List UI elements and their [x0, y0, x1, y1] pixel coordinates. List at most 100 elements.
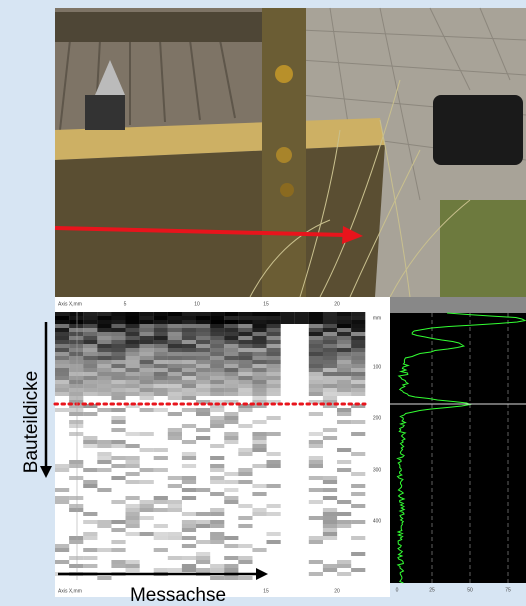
bscan-cell — [309, 368, 323, 372]
bscan-cell — [210, 540, 224, 544]
bscan-cell — [224, 368, 238, 372]
bscan-cell — [126, 312, 140, 316]
bscan-cell — [351, 336, 365, 340]
bscan-cell — [196, 384, 210, 388]
bscan-cell — [97, 328, 111, 332]
bscan-cell — [168, 396, 182, 400]
bscan-cell — [111, 540, 125, 544]
bscan-cell — [323, 428, 337, 432]
bscan-cell — [309, 328, 323, 332]
bscan-cell — [97, 360, 111, 364]
bscan-cell — [140, 432, 154, 436]
bscan-cell — [210, 568, 224, 572]
bscan-cell — [224, 332, 238, 336]
bscan-cell — [224, 472, 238, 476]
bscan-cell — [182, 344, 196, 348]
bscan-cell — [83, 484, 97, 488]
bscan-cell — [309, 344, 323, 348]
bscan-cell — [140, 504, 154, 508]
bscan-cell — [252, 356, 266, 360]
bscan-cell — [224, 488, 238, 492]
bscan-cell — [154, 568, 168, 572]
bscan-cell — [126, 432, 140, 436]
bscan-cell — [337, 384, 351, 388]
bscan-cell — [69, 344, 83, 348]
bscan-cell — [267, 340, 281, 344]
bscan-cell — [182, 524, 196, 528]
bscan-cell — [55, 496, 69, 500]
bscan-cell — [295, 316, 309, 320]
bscan-cell — [295, 320, 309, 324]
bscan-cell — [69, 324, 83, 328]
bscan-cell — [210, 360, 224, 364]
bscan-cell — [55, 372, 69, 376]
bscan-cell — [55, 464, 69, 468]
bscan-cell — [224, 340, 238, 344]
bscan-cell — [210, 424, 224, 428]
bscan-cell — [238, 576, 252, 580]
bscan-cell — [154, 364, 168, 368]
bscan-cell — [168, 320, 182, 324]
bscan-cell — [337, 572, 351, 576]
bscan-cell — [168, 344, 182, 348]
bscan-cell — [351, 360, 365, 364]
bscan-cell — [55, 324, 69, 328]
bscan-cell — [238, 448, 252, 452]
bscan-cell — [323, 516, 337, 520]
bscan-cell — [238, 516, 252, 520]
bscan-cell — [140, 448, 154, 452]
bscan-cell — [238, 360, 252, 364]
bscan-cell — [154, 448, 168, 452]
bscan-cell — [210, 468, 224, 472]
bscan-cell — [83, 320, 97, 324]
bscan-cell — [309, 444, 323, 448]
bscan-cell — [210, 376, 224, 380]
bscan-cell — [140, 316, 154, 320]
bscan-cell — [55, 352, 69, 356]
bscan-cell — [111, 528, 125, 532]
bscan-cell — [140, 324, 154, 328]
bscan-cell — [224, 564, 238, 568]
bscan-cell — [126, 360, 140, 364]
bscan-cell — [196, 368, 210, 372]
bscan-cell — [252, 352, 266, 356]
bscan-cell — [69, 352, 83, 356]
bscan-cell — [224, 316, 238, 320]
bscan-cell — [252, 444, 266, 448]
bscan-cell — [97, 384, 111, 388]
bscan-cell — [323, 340, 337, 344]
bscan-cell — [83, 480, 97, 484]
bscan-cell — [224, 440, 238, 444]
bscan-cell — [252, 316, 266, 320]
bscan-cell — [111, 372, 125, 376]
bscan-cell — [323, 356, 337, 360]
bscan-cell — [309, 364, 323, 368]
bscan-cell — [337, 468, 351, 472]
bscan-cell — [267, 464, 281, 468]
bscan-cell — [323, 368, 337, 372]
bscan-cell — [154, 352, 168, 356]
bscan-cell — [337, 564, 351, 568]
bscan-cell — [126, 380, 140, 384]
bscan-cell — [238, 340, 252, 344]
bscan-cell — [309, 320, 323, 324]
bscan-cell — [238, 424, 252, 428]
bscan-cell — [281, 320, 295, 324]
bscan-cell — [252, 448, 266, 452]
bscan-cell — [140, 380, 154, 384]
bscan-cell — [182, 356, 196, 360]
bscan-cell — [182, 464, 196, 468]
bscan-cell — [196, 348, 210, 352]
bscan-cell — [210, 312, 224, 316]
bscan-cell — [323, 388, 337, 392]
bscan-cell — [196, 552, 210, 556]
bscan-cell — [196, 436, 210, 440]
depth-unit: mm — [373, 315, 381, 321]
bscan-cell — [168, 312, 182, 316]
bscan-cell — [267, 332, 281, 336]
bscan-cell — [252, 492, 266, 496]
bscan-cell — [83, 360, 97, 364]
bscan-cell — [140, 408, 154, 412]
bscan-cell — [238, 504, 252, 508]
bscan-cell — [238, 356, 252, 360]
